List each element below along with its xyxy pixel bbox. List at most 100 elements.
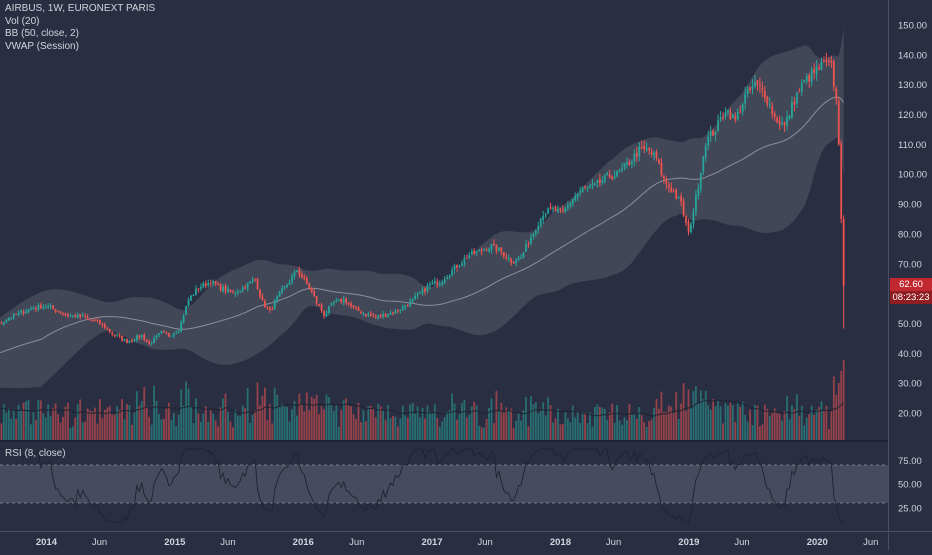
volume-bar [685, 410, 687, 440]
candle-body [288, 283, 291, 285]
candle-body [461, 263, 463, 266]
candle-body [685, 216, 687, 223]
candle-body [495, 244, 498, 252]
candle-body [522, 252, 525, 258]
volume-bar [502, 412, 505, 440]
candle-body [126, 338, 128, 343]
volume-bar [298, 393, 301, 440]
price-axis-tick: 150.00 [898, 21, 927, 32]
candle-body [177, 331, 180, 333]
volume-bar [717, 400, 719, 440]
volume-bar [529, 396, 532, 440]
candle-body [362, 313, 365, 315]
candle-body [49, 305, 52, 307]
candle-body [167, 332, 170, 337]
candle-body [224, 286, 227, 292]
volume-bar [175, 425, 178, 440]
volume-bar [251, 414, 254, 440]
candle-body [581, 187, 584, 192]
volume-bar [303, 411, 306, 440]
candle-body [175, 332, 178, 334]
vwap-indicator-label[interactable]: VWAP (Session) [5, 40, 79, 52]
volume-bar [773, 408, 776, 440]
candle-body [507, 257, 510, 260]
candle-body [239, 290, 242, 292]
volume-bar [465, 417, 468, 440]
candle-body [791, 102, 793, 118]
volume-bar [241, 405, 244, 440]
time-axis-tick: 2017 [421, 537, 442, 548]
time-axis-tick: 2018 [550, 537, 571, 548]
rsi-band [0, 465, 888, 503]
volume-bar [463, 400, 466, 440]
volume-bar [547, 397, 550, 440]
candle-body [0, 323, 3, 325]
bollinger-indicator-label[interactable]: BB (50, close, 2) [5, 28, 79, 39]
volume-bar [315, 394, 318, 440]
candle-body [544, 214, 547, 216]
candle-body [379, 315, 382, 317]
symbol-title[interactable]: AIRBUS, 1W, EURONEXT PARIS [5, 3, 156, 14]
volume-bar [133, 412, 136, 440]
candle-body [463, 258, 466, 264]
candle-body [813, 68, 816, 73]
candle-body [788, 115, 791, 119]
volume-bar [406, 417, 409, 440]
volume-bar [635, 418, 638, 440]
volume-bar [429, 411, 431, 440]
volume-bar [305, 392, 308, 440]
volume-bar [712, 399, 715, 440]
rsi-indicator-label[interactable]: RSI (8, close) [5, 448, 66, 459]
volume-indicator-label[interactable]: Vol (20) [5, 15, 40, 27]
volume-bar [485, 418, 488, 440]
volume-bar [392, 415, 394, 440]
candle-body [308, 283, 311, 289]
volume-bar [759, 426, 761, 440]
candle-body [241, 287, 244, 291]
candle-body [502, 251, 505, 257]
volume-bar [808, 413, 811, 440]
volume-bar [190, 405, 192, 440]
candle-body [542, 216, 545, 220]
candle-body [754, 81, 756, 87]
volume-bar [805, 417, 808, 440]
volume-bar [185, 381, 187, 440]
volume-bar [389, 418, 392, 440]
candle-body [185, 305, 187, 316]
last-price-badge: 62.60 [890, 278, 932, 291]
candle-body [601, 180, 604, 183]
volume-bar [264, 387, 266, 440]
volume-bar [655, 398, 658, 440]
candle-body [490, 243, 493, 250]
volume-bar [827, 428, 830, 440]
volume-bar [662, 411, 665, 440]
candle-body [150, 343, 153, 345]
candle-body [86, 316, 89, 318]
volume-bar [569, 422, 572, 440]
volume-bar [598, 406, 601, 440]
candle-body [207, 282, 210, 286]
volume-bar [374, 417, 377, 440]
candle-body [756, 80, 759, 85]
candle-body [731, 114, 734, 119]
candle-body [426, 285, 429, 291]
candle-body [562, 209, 564, 211]
candle-body [694, 194, 697, 212]
candle-body [384, 314, 387, 317]
candle-body [579, 190, 582, 193]
candle-body [820, 61, 823, 70]
bar-countdown-badge: 08:23:23 [890, 291, 932, 304]
candle-body [7, 317, 10, 321]
candle-body [603, 175, 606, 182]
candle-body [276, 296, 279, 302]
candle-body [734, 116, 737, 120]
volume-bar [453, 403, 456, 440]
volume-bar [214, 420, 217, 440]
volume-bar [325, 394, 328, 440]
price-axis-tick: 30.00 [898, 379, 922, 390]
candle-body [818, 67, 820, 70]
candle-body [835, 88, 838, 100]
price-axis-tick: 100.00 [898, 170, 927, 181]
